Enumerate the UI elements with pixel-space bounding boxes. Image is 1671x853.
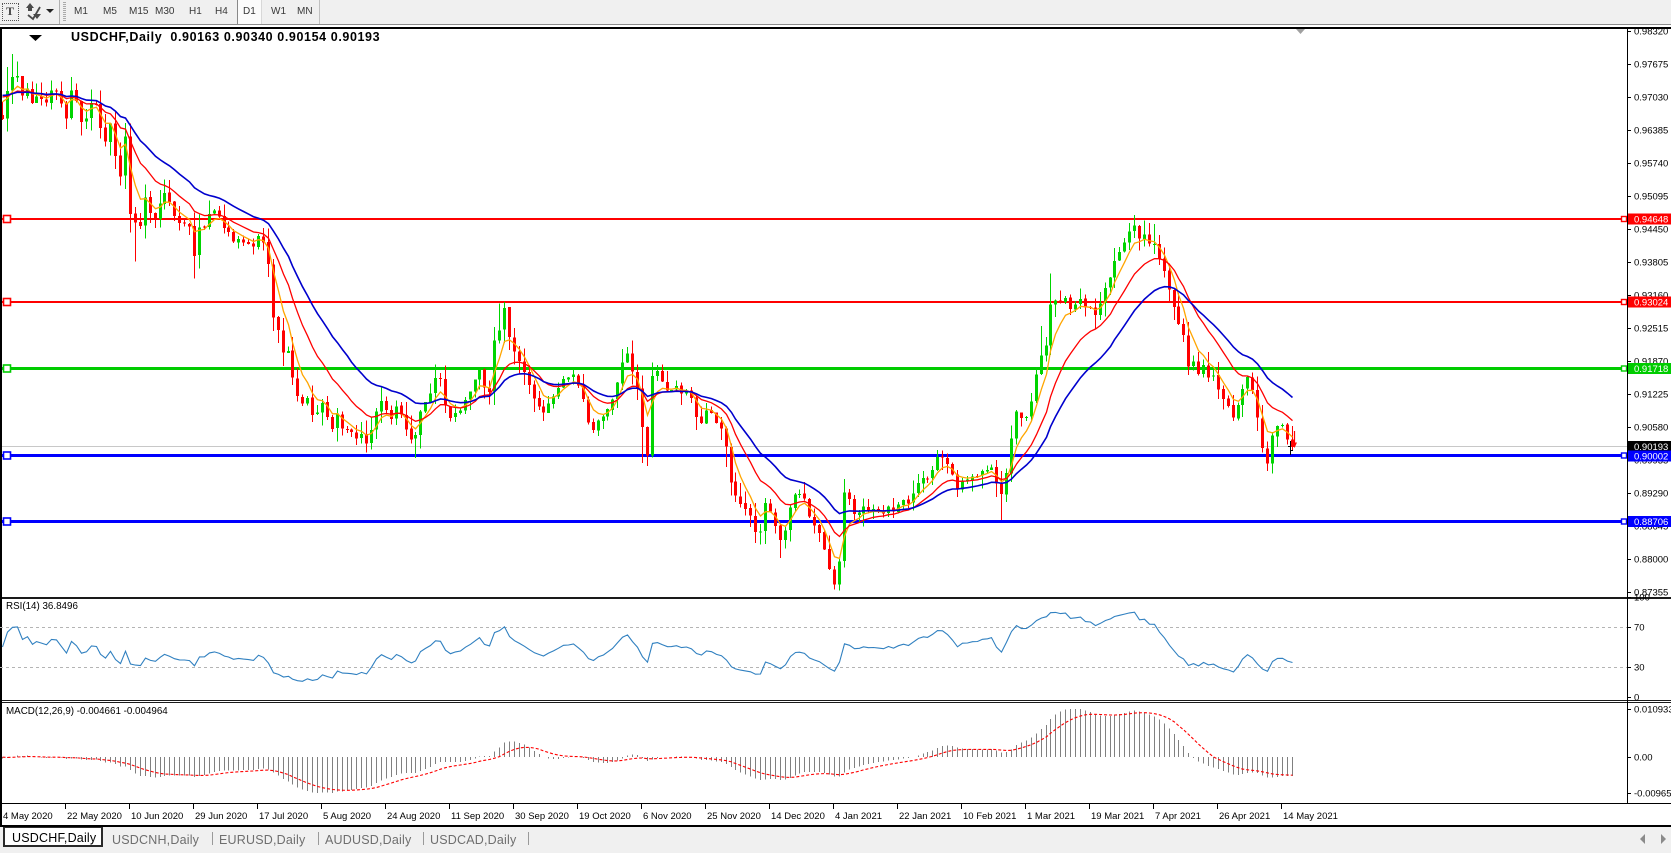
svg-text:14 Dec 2020: 14 Dec 2020 — [771, 811, 825, 822]
svg-text:0.93805: 0.93805 — [1634, 258, 1668, 269]
svg-text:10 Jun 2020: 10 Jun 2020 — [131, 811, 183, 822]
svg-text:30: 30 — [1634, 663, 1645, 674]
svg-text:100: 100 — [1634, 593, 1650, 604]
svg-text:0.90002: 0.90002 — [1634, 452, 1668, 463]
svg-text:0.97675: 0.97675 — [1634, 60, 1668, 71]
svg-text:0.97030: 0.97030 — [1634, 93, 1668, 104]
svg-text:-0.009653: -0.009653 — [1634, 789, 1671, 800]
svg-text:6 Nov 2020: 6 Nov 2020 — [643, 811, 692, 822]
svg-text:0.88706: 0.88706 — [1634, 517, 1668, 528]
svg-text:24 Aug 2020: 24 Aug 2020 — [387, 811, 440, 822]
svg-text:22 May 2020: 22 May 2020 — [67, 811, 122, 822]
svg-text:0.89290: 0.89290 — [1634, 489, 1668, 500]
svg-text:0.96385: 0.96385 — [1634, 126, 1668, 137]
svg-text:10 Feb 2021: 10 Feb 2021 — [963, 811, 1016, 822]
svg-text:25 Nov 2020: 25 Nov 2020 — [707, 811, 761, 822]
svg-text:19 Mar 2021: 19 Mar 2021 — [1091, 811, 1144, 822]
svg-text:0.87355: 0.87355 — [1634, 588, 1668, 599]
svg-text:0.93024: 0.93024 — [1634, 298, 1668, 309]
svg-text:0.95740: 0.95740 — [1634, 159, 1668, 170]
svg-text:1 Mar 2021: 1 Mar 2021 — [1027, 811, 1075, 822]
svg-text:7 Apr 2021: 7 Apr 2021 — [1155, 811, 1201, 822]
svg-text:4 Jan 2021: 4 Jan 2021 — [835, 811, 882, 822]
svg-text:0.93160: 0.93160 — [1634, 291, 1668, 302]
svg-text:4 May 2020: 4 May 2020 — [3, 811, 53, 822]
svg-text:0.92515: 0.92515 — [1634, 324, 1668, 335]
svg-text:30 Sep 2020: 30 Sep 2020 — [515, 811, 569, 822]
svg-text:22 Jan 2021: 22 Jan 2021 — [899, 811, 951, 822]
svg-text:17 Jul 2020: 17 Jul 2020 — [259, 811, 308, 822]
svg-text:USDCHF,Daily 0.90163 0.90340: USDCHF,Daily 0.90163 0.90340 0.90154 0.9… — [71, 30, 380, 44]
svg-text:0.91718: 0.91718 — [1634, 364, 1668, 375]
svg-text:11 Sep 2020: 11 Sep 2020 — [451, 811, 504, 822]
svg-text:0.90580: 0.90580 — [1634, 423, 1668, 434]
svg-text:MACD(12,26,9) -0.004661 -0.004: MACD(12,26,9) -0.004661 -0.004964 — [6, 706, 168, 717]
svg-text:0.00: 0.00 — [1634, 753, 1653, 764]
svg-text:29 Jun 2020: 29 Jun 2020 — [195, 811, 247, 822]
svg-text:26 Apr 2021: 26 Apr 2021 — [1219, 811, 1270, 822]
svg-text:0: 0 — [1634, 693, 1639, 704]
svg-text:0.88000: 0.88000 — [1634, 555, 1668, 566]
svg-text:0.91870: 0.91870 — [1634, 357, 1668, 368]
svg-text:0.94648: 0.94648 — [1634, 215, 1668, 226]
svg-text:5 Aug 2020: 5 Aug 2020 — [323, 811, 371, 822]
svg-text:19 Oct 2020: 19 Oct 2020 — [579, 811, 631, 822]
svg-text:0.94450: 0.94450 — [1634, 225, 1668, 236]
svg-text:0.95095: 0.95095 — [1634, 192, 1668, 203]
svg-text:14 May 2021: 14 May 2021 — [1283, 811, 1338, 822]
svg-text:RSI(14) 36.8496: RSI(14) 36.8496 — [6, 601, 78, 612]
svg-text:0.98320: 0.98320 — [1634, 27, 1668, 38]
svg-text:0.91225: 0.91225 — [1634, 390, 1668, 401]
svg-text:0.010933: 0.010933 — [1634, 705, 1671, 716]
svg-text:70: 70 — [1634, 623, 1645, 634]
svg-text:0.90193: 0.90193 — [1634, 442, 1668, 453]
